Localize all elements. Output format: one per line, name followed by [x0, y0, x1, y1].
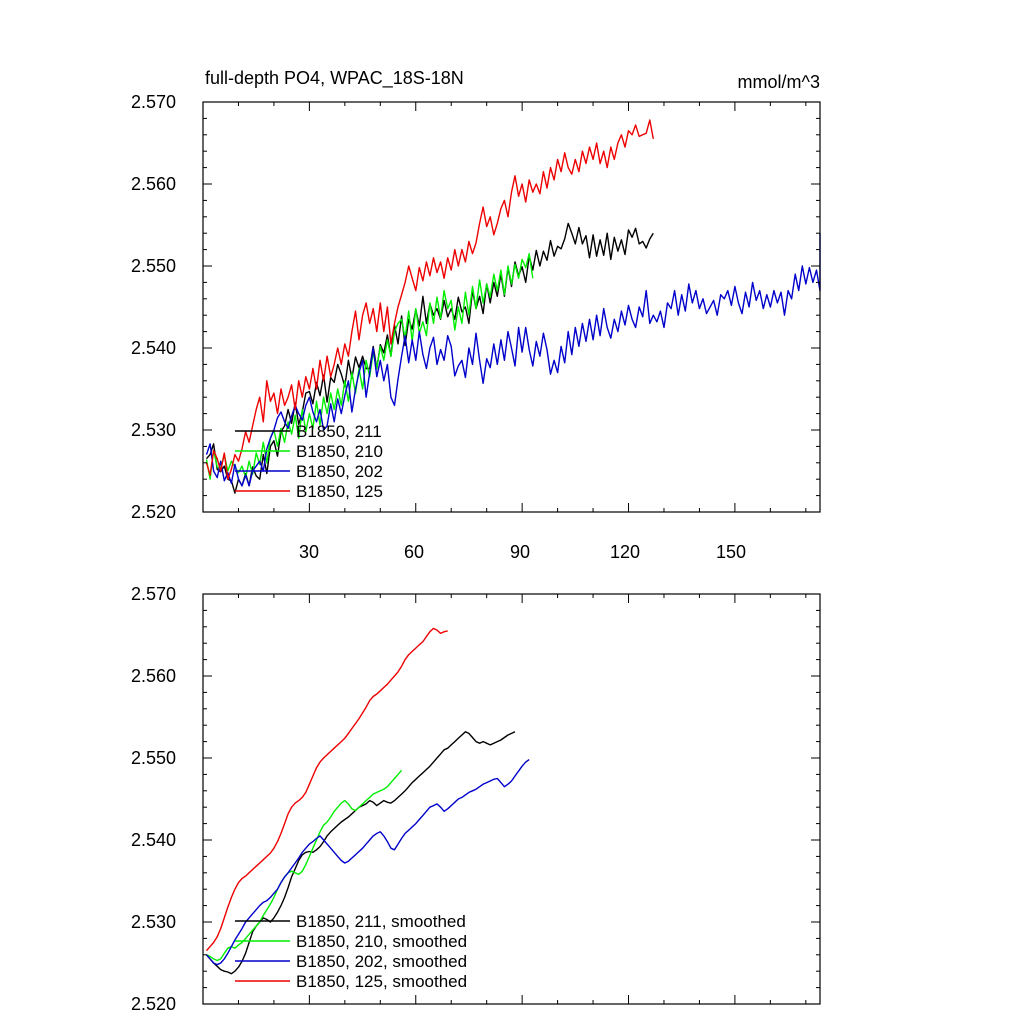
legend: B1850, 211 B1850, 210 B1850, 202 B1850, … [235, 422, 383, 501]
y-tick-label: 2.550 [131, 256, 176, 276]
series-line [205, 119, 654, 480]
y-tick-label: 2.570 [131, 584, 176, 604]
x-tick-label: 90 [510, 542, 530, 562]
y-tick-label: 2.560 [131, 666, 176, 686]
x-tick-label: 120 [610, 542, 640, 562]
plot-frame [202, 593, 821, 1005]
y-tick-label: 2.540 [131, 830, 176, 850]
legend: B1850, 211, smoothed B1850, 210, smoothe… [235, 912, 467, 991]
y-tick-label: 2.520 [131, 994, 176, 1014]
legend-label: B1850, 202 [296, 462, 383, 481]
legend-label: B1850, 210, smoothed [296, 932, 467, 951]
series-line [205, 627, 448, 952]
y-tick-label: 2.530 [131, 420, 176, 440]
chart-title-left: full-depth PO4, WPAC_18S-18N [205, 68, 464, 89]
plot-frame [202, 101, 821, 513]
panel-smoothed: 2.520 2.530 2.540 2.550 2.560 2.570 B185… [131, 584, 821, 1014]
series-line [205, 222, 654, 494]
series-line [205, 759, 530, 966]
x-tick-label: 150 [716, 542, 746, 562]
y-tick-label: 2.560 [131, 174, 176, 194]
y-tick-label: 2.520 [131, 502, 176, 522]
x-tick-label: 60 [404, 542, 424, 562]
series-lines [205, 119, 821, 494]
y-tick-label: 2.530 [131, 912, 176, 932]
y-tick-label: 2.540 [131, 338, 176, 358]
x-tick-labels: 30 60 90 120 150 [299, 542, 746, 562]
y-tick-label: 2.570 [131, 92, 176, 112]
legend-label: B1850, 211, smoothed [296, 912, 466, 931]
panel-raw: full-depth PO4, WPAC_18S-18N mmol/m^3 2.… [131, 68, 821, 562]
series-line [205, 232, 821, 487]
legend-label: B1850, 211 [296, 422, 382, 441]
legend-label: B1850, 202, smoothed [296, 952, 467, 971]
y-tick-labels: 2.520 2.530 2.540 2.550 2.560 2.570 [131, 584, 176, 1014]
x-tick-label: 30 [299, 542, 319, 562]
legend-label: B1850, 125 [296, 482, 383, 501]
y-tick-labels: 2.520 2.530 2.540 2.550 2.560 2.570 [131, 92, 176, 522]
series-lines [205, 627, 530, 975]
legend-label: B1850, 210 [296, 442, 383, 461]
chart-units-label: mmol/m^3 [738, 72, 820, 92]
y-tick-label: 2.550 [131, 748, 176, 768]
legend-label: B1850, 125, smoothed [296, 972, 467, 991]
series-line [206, 769, 403, 962]
